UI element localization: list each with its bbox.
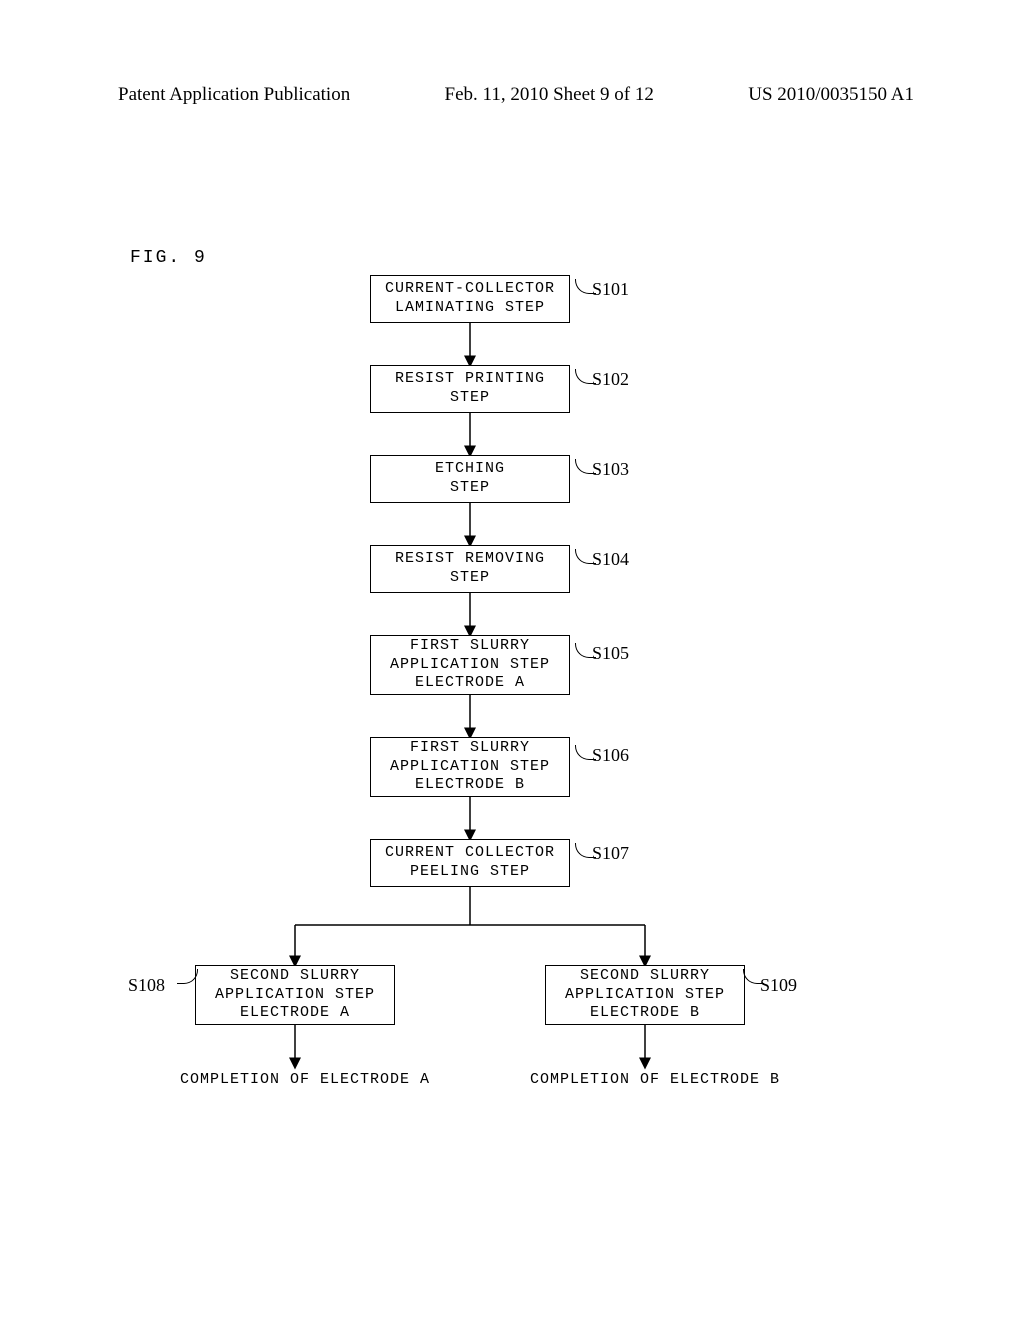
page-header: Patent Application Publication Feb. 11, … [118,84,914,106]
step-label-S107: S107 [592,843,629,864]
page: Patent Application Publication Feb. 11, … [0,0,1024,1320]
step-label-S101: S101 [592,279,629,300]
step-label-S106: S106 [592,745,629,766]
step-label-S108: S108 [128,975,165,996]
step-box: RESIST REMOVINGSTEP [370,545,570,593]
step-label-S103: S103 [592,459,629,480]
step-label-S109: S109 [760,975,797,996]
step-box: CURRENT-COLLECTORLAMINATING STEP [370,275,570,323]
completion-text: COMPLETION OF ELECTRODE B [530,1071,780,1088]
branch-box: SECOND SLURRYAPPLICATION STEPELECTRODE B [545,965,745,1025]
step-box: FIRST SLURRYAPPLICATION STEPELECTRODE A [370,635,570,695]
step-box: ETCHINGSTEP [370,455,570,503]
step-box: FIRST SLURRYAPPLICATION STEPELECTRODE B [370,737,570,797]
header-center: Feb. 11, 2010 Sheet 9 of 12 [445,84,654,106]
header-left: Patent Application Publication [118,84,350,106]
branch-box: SECOND SLURRYAPPLICATION STEPELECTRODE A [195,965,395,1025]
completion-text: COMPLETION OF ELECTRODE A [180,1071,430,1088]
step-box: RESIST PRINTINGSTEP [370,365,570,413]
step-box: CURRENT COLLECTORPEELING STEP [370,839,570,887]
header-right: US 2010/0035150 A1 [748,84,914,106]
step-label-S105: S105 [592,643,629,664]
step-label-S102: S102 [592,369,629,390]
step-label-S104: S104 [592,549,629,570]
